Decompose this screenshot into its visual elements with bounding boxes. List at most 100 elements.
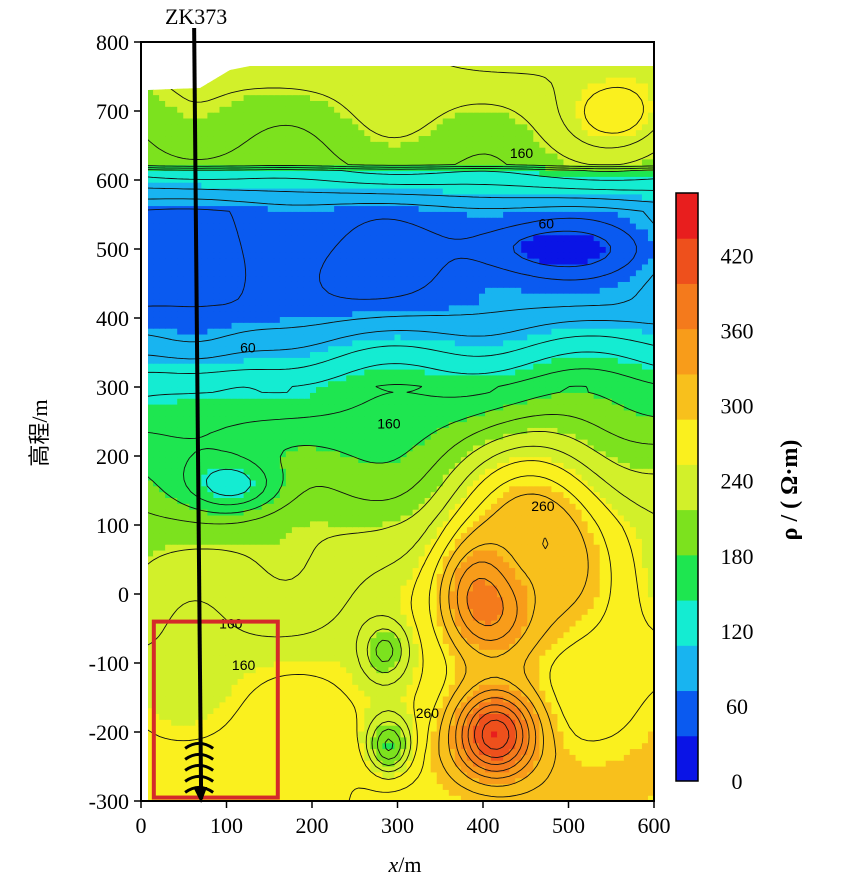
field-cell <box>322 765 329 773</box>
field-cell <box>388 795 396 801</box>
field-cell <box>430 620 438 627</box>
field-cell <box>466 456 474 463</box>
field-cell <box>412 497 420 504</box>
field-cell <box>340 730 347 738</box>
field-cell <box>322 736 329 744</box>
field-cell <box>418 771 426 779</box>
field-cell <box>509 730 516 738</box>
field-cell <box>183 736 190 744</box>
field-cell <box>424 532 432 539</box>
field-cell <box>213 713 221 720</box>
field-cell <box>491 777 498 785</box>
field-cell <box>533 620 540 627</box>
field-cell <box>394 666 402 674</box>
field-cell <box>243 701 251 709</box>
field-cell <box>635 479 643 487</box>
field-cell <box>593 748 601 755</box>
field-cell <box>569 655 577 662</box>
field-cell <box>219 637 227 644</box>
field-cell <box>460 655 468 662</box>
field-cell <box>587 725 595 732</box>
field-cell <box>358 479 365 487</box>
field-cell <box>509 666 516 674</box>
field-cell <box>545 736 552 744</box>
field-cell <box>575 719 583 726</box>
field-cell <box>334 456 341 463</box>
field-cell <box>545 549 552 557</box>
field-cell <box>454 532 462 539</box>
field-cell <box>352 596 359 604</box>
field-cell <box>460 479 468 487</box>
field-cell <box>189 637 196 644</box>
field-cell <box>364 765 371 773</box>
field-cell <box>297 695 305 703</box>
field-cell <box>557 695 565 703</box>
field-cell <box>569 725 577 732</box>
field-cell <box>551 719 559 726</box>
field-cell <box>279 520 287 528</box>
field-cell <box>297 625 305 633</box>
field-cell <box>207 573 215 580</box>
field-cell <box>388 625 396 633</box>
field-cell <box>370 666 377 674</box>
field-cell <box>442 637 450 644</box>
field-cell <box>195 754 202 761</box>
field-cell <box>497 701 504 709</box>
field-cell <box>370 690 377 697</box>
field-cell <box>448 579 456 586</box>
field-cell <box>623 468 631 475</box>
field-cell <box>225 695 233 703</box>
field-cell <box>539 666 546 674</box>
field-cell <box>255 783 263 790</box>
field-cell <box>177 678 184 685</box>
field-cell <box>376 491 384 498</box>
field-cell <box>207 479 215 487</box>
field-cell <box>303 608 311 615</box>
field-cell <box>237 771 245 779</box>
field-cell <box>557 590 565 598</box>
field-cell <box>635 637 643 644</box>
field-cell <box>569 509 577 516</box>
field-cell <box>472 567 480 574</box>
field-cell <box>406 684 414 691</box>
field-cell <box>340 748 347 755</box>
field-cell <box>388 655 396 662</box>
field-cell <box>249 695 257 703</box>
field-cell <box>285 462 293 469</box>
field-cell <box>575 660 583 668</box>
field-cell <box>406 614 414 621</box>
field-cell <box>605 655 613 662</box>
field-cell <box>382 474 390 481</box>
field-cell <box>430 660 438 668</box>
field-cell <box>346 760 353 767</box>
field-cell <box>322 555 329 563</box>
field-cell <box>557 509 565 516</box>
field-cell <box>388 730 396 738</box>
field-cell <box>370 468 377 475</box>
field-cell <box>352 771 359 779</box>
field-cell <box>285 544 293 551</box>
field-cell <box>249 748 257 755</box>
field-cell <box>605 783 613 790</box>
field-cell <box>515 625 522 633</box>
field-cell <box>291 555 299 563</box>
field-cell <box>279 584 287 592</box>
field-cell <box>165 538 172 545</box>
field-cell <box>177 713 184 720</box>
field-cell <box>153 468 160 475</box>
field-cell <box>291 462 299 469</box>
field-cell <box>177 520 184 528</box>
field-cell <box>358 485 365 493</box>
field-cell <box>388 573 396 580</box>
field-cell <box>575 596 583 604</box>
field-cell <box>448 777 456 785</box>
field-cell <box>225 456 233 463</box>
field-cell <box>225 526 233 534</box>
field-cell <box>267 555 275 563</box>
field-cell <box>617 503 625 510</box>
field-cell <box>436 684 444 691</box>
field-cell <box>316 789 323 796</box>
field-cell <box>448 509 456 516</box>
field-cell <box>569 643 577 650</box>
field-cell <box>340 514 347 522</box>
